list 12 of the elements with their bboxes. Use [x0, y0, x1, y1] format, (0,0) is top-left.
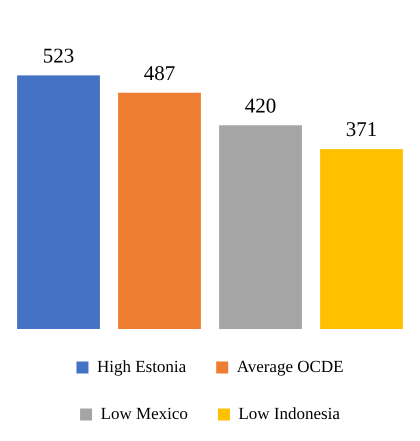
data-label: 420 [244, 93, 276, 118]
legend-label: Low Mexico [100, 404, 188, 423]
legend-label: Low Indonesia [238, 404, 340, 423]
legend-label: Average OCDE [236, 356, 344, 376]
legend-label: High Estonia [96, 356, 187, 376]
bar [17, 75, 100, 329]
bar [219, 125, 302, 329]
data-label: 487 [144, 60, 176, 85]
data-label: 371 [346, 117, 378, 142]
bar [118, 92, 201, 329]
data-label: 523 [42, 43, 74, 68]
bar [320, 149, 403, 329]
